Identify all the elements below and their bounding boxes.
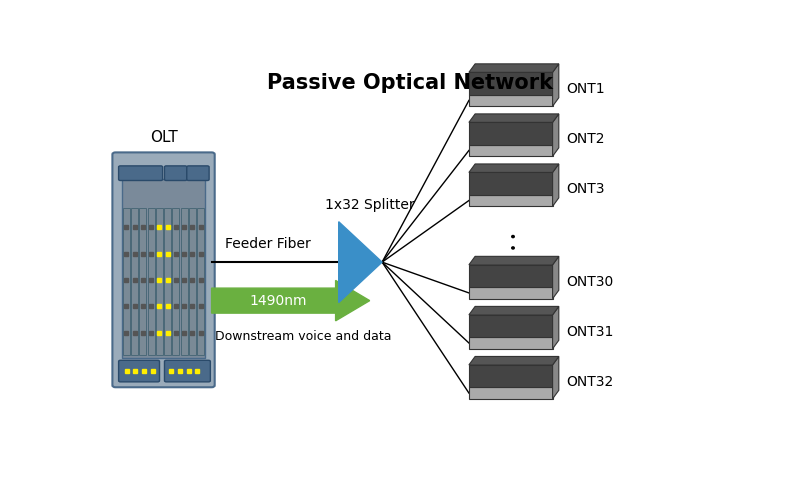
FancyBboxPatch shape [165,166,187,180]
Polygon shape [469,114,558,122]
FancyBboxPatch shape [469,387,553,399]
FancyBboxPatch shape [189,208,196,354]
Polygon shape [469,356,558,365]
FancyBboxPatch shape [469,172,553,195]
Polygon shape [469,164,558,172]
Polygon shape [553,256,558,298]
FancyBboxPatch shape [469,72,553,94]
FancyBboxPatch shape [181,208,188,354]
Text: ONT30: ONT30 [566,275,614,289]
Text: • • •: • • • [509,232,522,262]
Text: ONT32: ONT32 [566,375,614,389]
Polygon shape [553,164,558,206]
Polygon shape [469,256,558,265]
FancyArrow shape [211,280,370,321]
FancyBboxPatch shape [148,208,154,354]
FancyBboxPatch shape [123,208,130,354]
Text: Downstream voice and data: Downstream voice and data [214,330,391,342]
FancyBboxPatch shape [118,360,159,382]
Text: ONT2: ONT2 [566,132,605,146]
Text: OLT: OLT [150,130,178,144]
FancyBboxPatch shape [139,208,146,354]
Polygon shape [553,356,558,399]
Polygon shape [338,222,382,302]
FancyBboxPatch shape [122,180,206,358]
FancyBboxPatch shape [469,194,553,206]
FancyBboxPatch shape [469,265,553,287]
FancyBboxPatch shape [469,287,553,298]
FancyBboxPatch shape [118,166,162,180]
FancyBboxPatch shape [469,315,553,337]
Polygon shape [469,64,558,72]
Text: ONT3: ONT3 [566,182,605,196]
FancyBboxPatch shape [469,337,553,349]
Text: Passive Optical Network: Passive Optical Network [267,74,553,94]
Polygon shape [553,114,558,156]
Text: ONT31: ONT31 [566,325,614,339]
FancyBboxPatch shape [197,208,204,354]
Polygon shape [469,306,558,315]
FancyBboxPatch shape [469,365,553,387]
FancyBboxPatch shape [187,166,209,180]
FancyBboxPatch shape [469,94,553,106]
Text: ONT1: ONT1 [566,82,605,96]
FancyBboxPatch shape [165,360,210,382]
FancyBboxPatch shape [164,208,171,354]
FancyBboxPatch shape [131,208,138,354]
FancyBboxPatch shape [112,152,214,387]
FancyBboxPatch shape [469,144,553,156]
Text: 1x32 Splitter: 1x32 Splitter [325,198,414,212]
Polygon shape [553,64,558,106]
Polygon shape [553,306,558,349]
Text: 1490nm: 1490nm [250,294,306,308]
FancyBboxPatch shape [173,208,179,354]
Text: Feeder Fiber: Feeder Fiber [225,236,310,250]
FancyBboxPatch shape [469,122,553,144]
FancyBboxPatch shape [156,208,163,354]
